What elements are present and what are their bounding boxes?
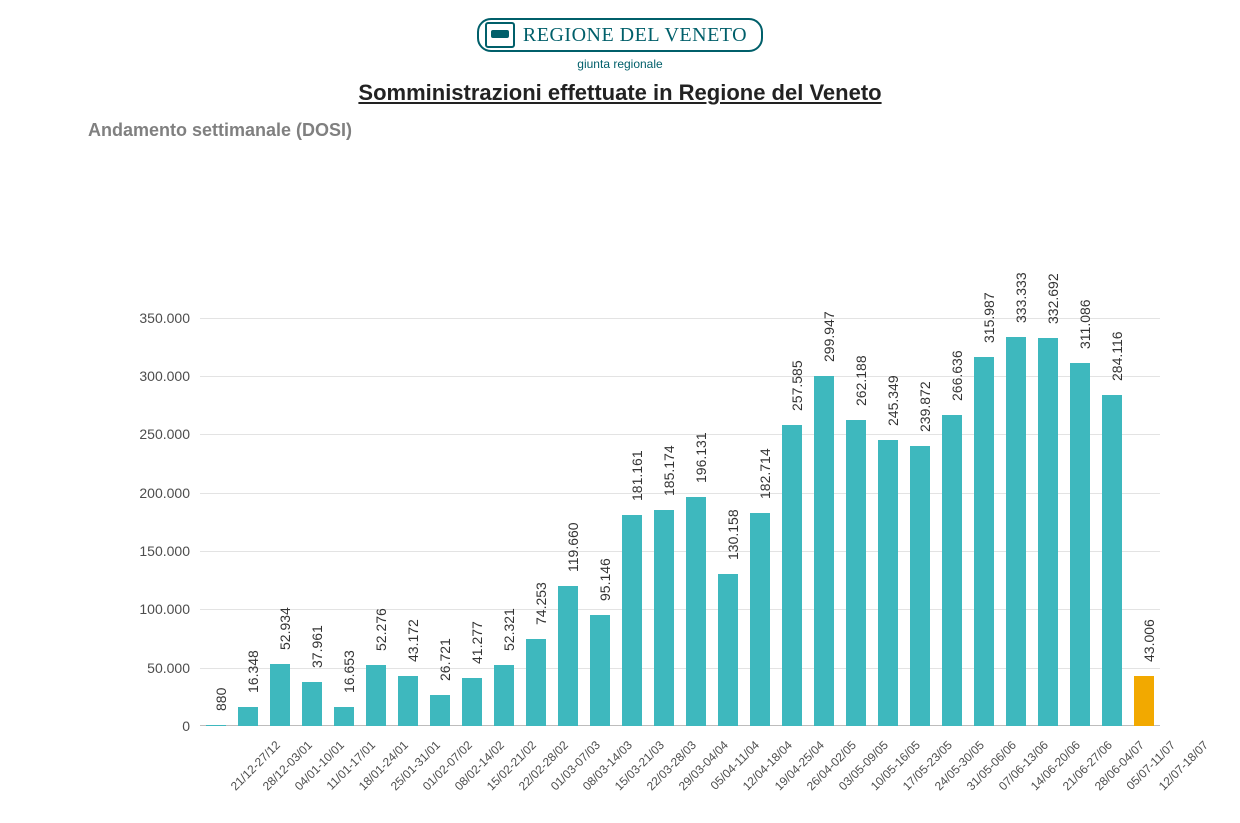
bar-value-label: 95.146 <box>597 558 613 601</box>
page-title: Somministrazioni effettuate in Regione d… <box>0 80 1240 106</box>
y-tick-label: 100.000 <box>139 601 200 617</box>
bar-value-label: 41.277 <box>469 621 485 664</box>
bar-value-label: 74.253 <box>533 583 549 626</box>
bar <box>302 682 322 726</box>
bar-value-label: 239.872 <box>917 382 933 433</box>
bar <box>718 574 738 726</box>
bar-value-label: 43.006 <box>1141 619 1157 662</box>
bar <box>590 615 610 726</box>
bar <box>974 357 994 726</box>
bar-value-label: 26.721 <box>437 638 453 681</box>
bar-value-label: 332.692 <box>1045 273 1061 324</box>
bar-value-label: 119.660 <box>565 523 581 573</box>
y-tick-label: 200.000 <box>139 485 200 501</box>
logo-frame: REGIONE DEL VENETO <box>477 18 763 52</box>
bar-value-label: 262.188 <box>853 356 869 407</box>
y-tick-label: 300.000 <box>139 368 200 384</box>
bar-value-label: 37.961 <box>309 625 325 668</box>
bar <box>878 440 898 726</box>
bar <box>398 676 418 726</box>
bar-value-label: 880 <box>213 688 229 711</box>
plot-area: 050.000100.000150.000200.000250.000300.0… <box>200 306 1160 726</box>
bar-value-label: 315.987 <box>981 293 997 344</box>
bar-value-label: 52.321 <box>501 608 517 651</box>
bar-value-label: 311.086 <box>1077 300 1093 350</box>
bar <box>1102 395 1122 726</box>
bar <box>1006 337 1026 726</box>
bar-value-label: 284.116 <box>1109 331 1125 381</box>
bar-value-label: 43.172 <box>405 619 421 662</box>
bar-value-label: 52.934 <box>277 607 293 650</box>
y-tick-label: 50.000 <box>147 660 200 676</box>
y-tick-label: 350.000 <box>139 310 200 326</box>
bar <box>782 425 802 726</box>
bar <box>846 420 866 726</box>
bar <box>750 513 770 726</box>
bar-value-label: 52.276 <box>373 608 389 651</box>
chart-subtitle: Andamento settimanale (DOSI) <box>88 120 352 141</box>
bar <box>238 707 258 726</box>
bar <box>462 678 482 726</box>
bar <box>206 725 226 726</box>
y-tick-label: 150.000 <box>139 543 200 559</box>
bar <box>270 664 290 726</box>
bar <box>910 446 930 726</box>
bar-value-label: 130.158 <box>725 510 741 561</box>
bar <box>622 515 642 726</box>
page: REGIONE DEL VENETO giunta regionale Somm… <box>0 0 1240 823</box>
bar-value-label: 182.714 <box>757 448 773 499</box>
bar-value-label: 196.131 <box>693 433 709 484</box>
bar <box>1134 676 1154 726</box>
bar <box>686 497 706 726</box>
bar-value-label: 181.161 <box>629 450 645 501</box>
bar <box>558 586 578 726</box>
y-tick-label: 250.000 <box>139 426 200 442</box>
bar-value-label: 16.653 <box>341 650 357 693</box>
bar <box>1038 338 1058 726</box>
weekly-doses-bar-chart: 050.000100.000150.000200.000250.000300.0… <box>200 306 1160 726</box>
logo-subtitle: giunta regionale <box>0 57 1240 71</box>
bar <box>334 707 354 726</box>
bar-value-label: 257.585 <box>789 361 805 412</box>
bar <box>494 665 514 726</box>
header-logo-block: REGIONE DEL VENETO giunta regionale <box>0 18 1240 71</box>
bar-value-label: 299.947 <box>821 311 837 362</box>
bar <box>366 665 386 726</box>
bar-value-label: 245.349 <box>885 375 901 426</box>
bar <box>526 639 546 726</box>
bar-value-label: 266.636 <box>949 350 965 401</box>
bar <box>1070 363 1090 726</box>
bar <box>430 695 450 726</box>
bar-value-label: 185.174 <box>661 445 677 496</box>
bar <box>814 376 834 726</box>
regione-veneto-crest-icon <box>485 22 515 48</box>
logo-text: REGIONE DEL VENETO <box>523 24 747 47</box>
y-tick-label: 0 <box>182 718 200 734</box>
bar-value-label: 333.333 <box>1013 273 1029 324</box>
bar-value-label: 16.348 <box>245 650 261 693</box>
bar <box>942 415 962 726</box>
bar <box>654 510 674 726</box>
